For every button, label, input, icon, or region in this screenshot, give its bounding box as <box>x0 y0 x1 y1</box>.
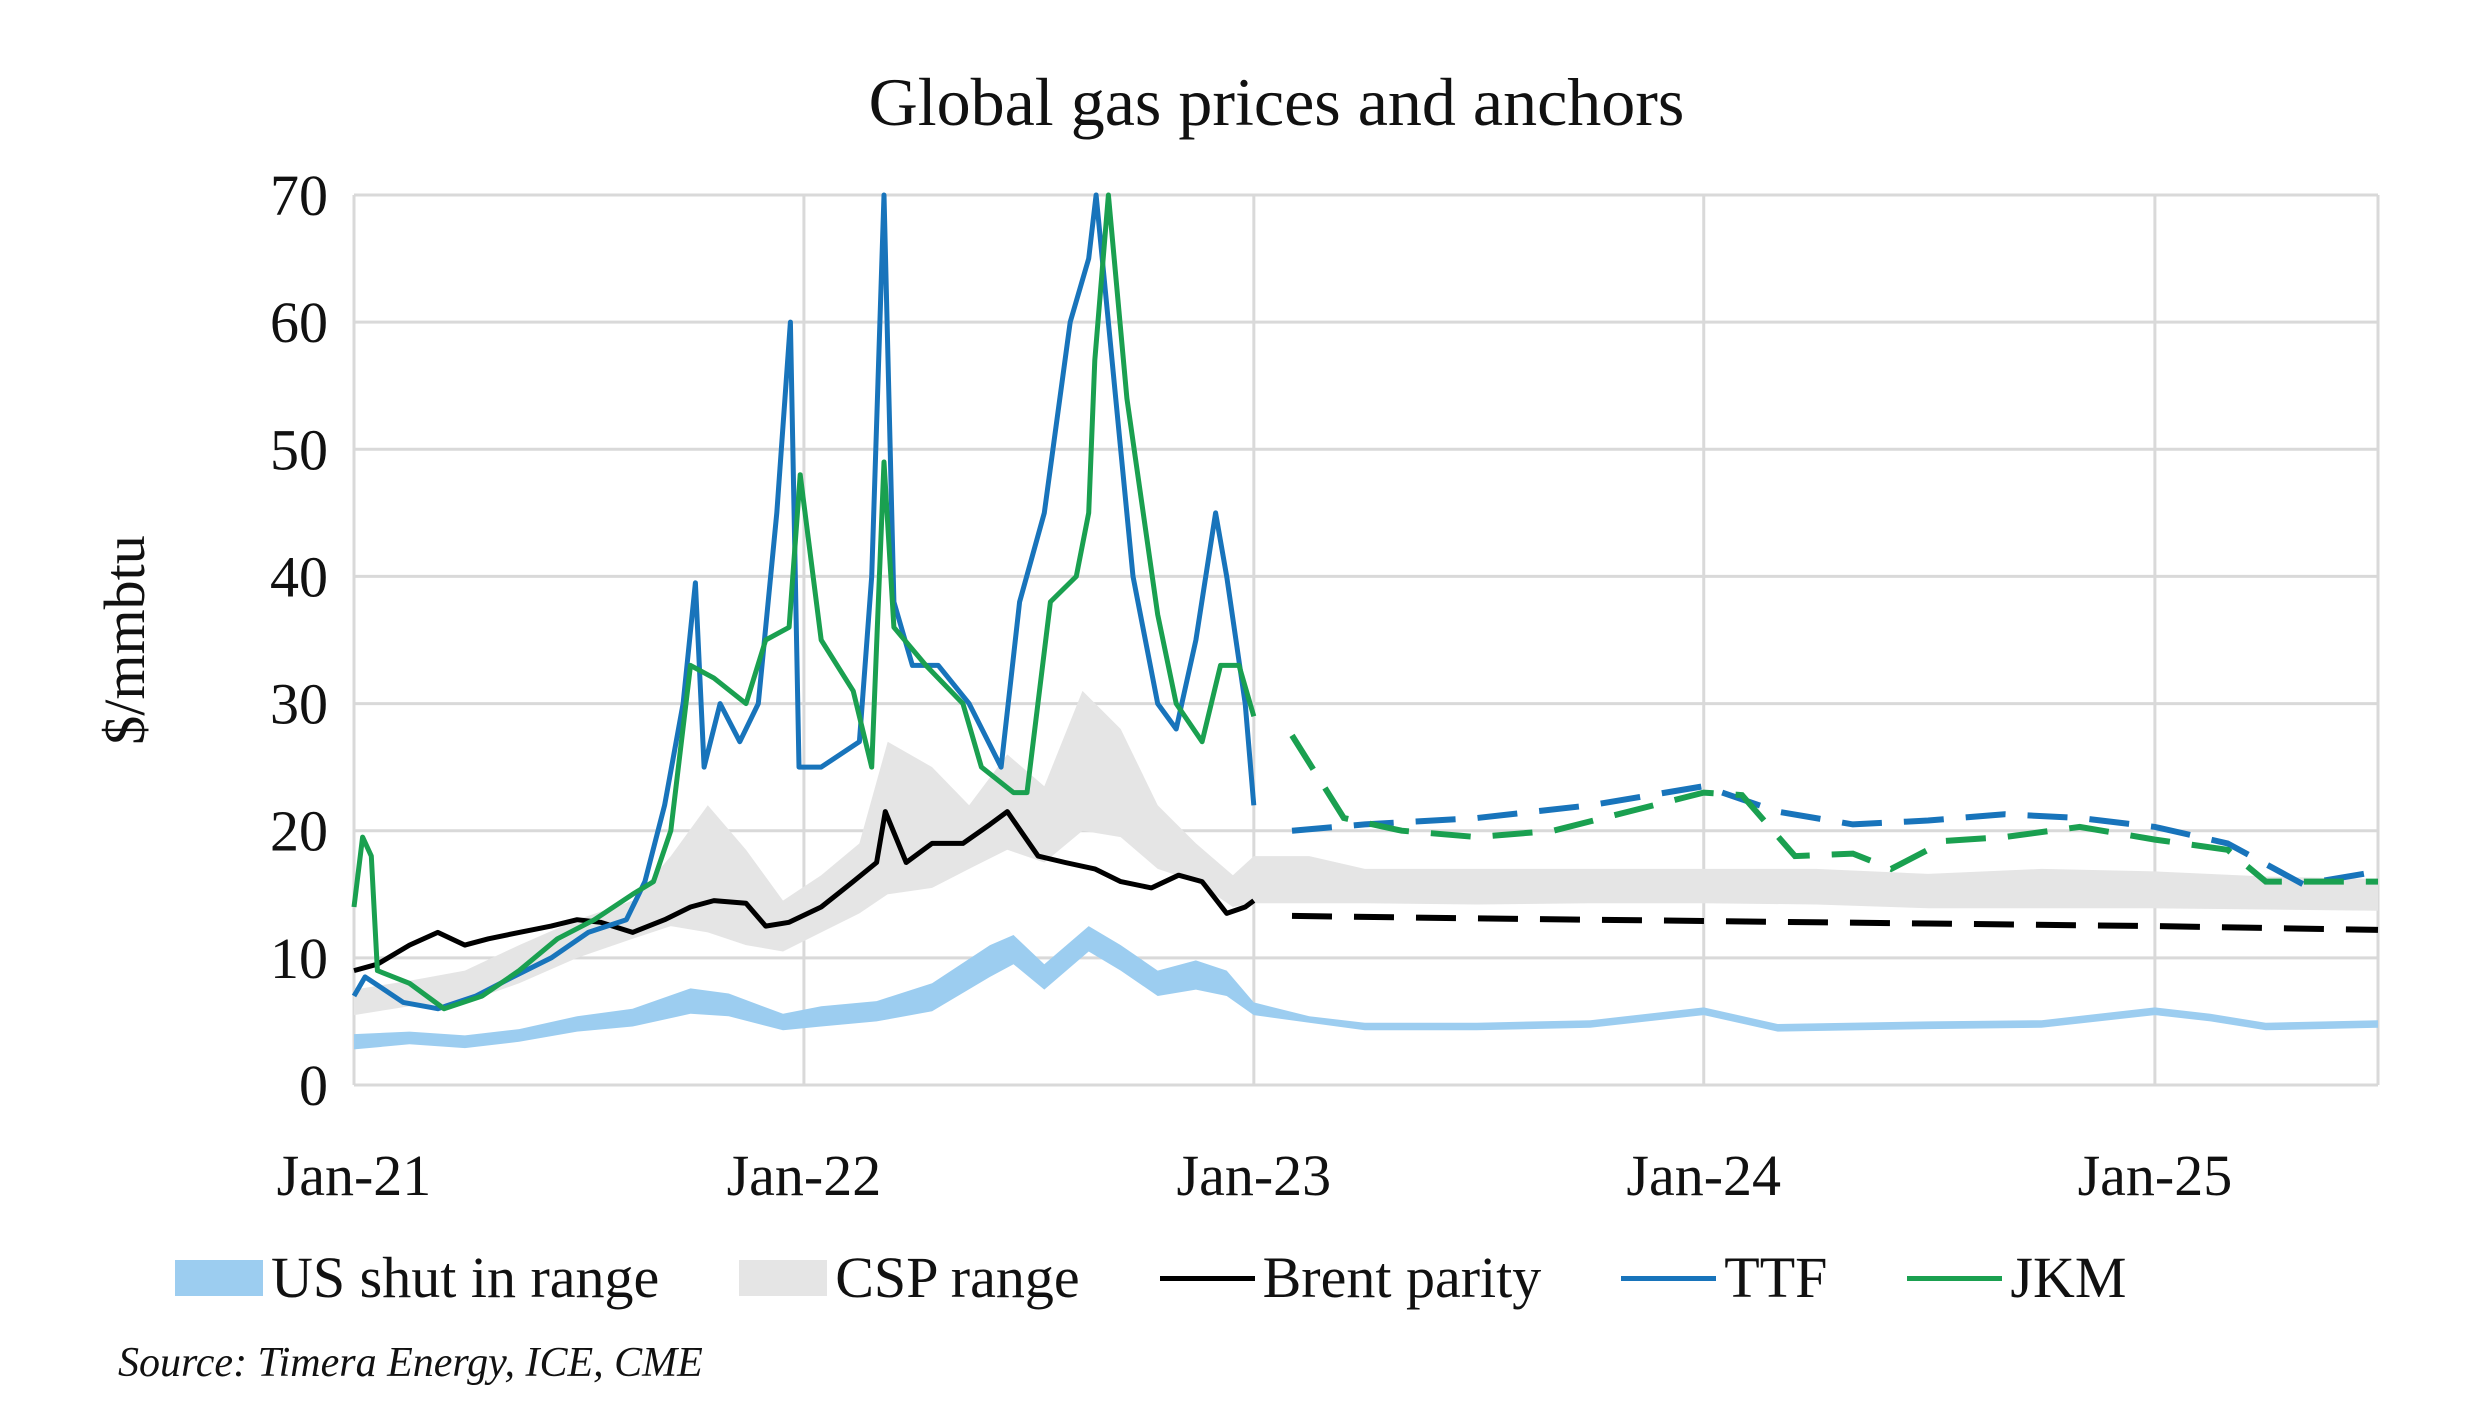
y-tick-label: 50 <box>270 417 328 482</box>
y-tick-label: 10 <box>270 926 328 991</box>
legend-item-us-shut-in: US shut in range <box>175 1245 659 1311</box>
x-tick-label: Jan-21 <box>277 1143 432 1208</box>
y-tick-label: 60 <box>270 290 328 355</box>
x-tick-label: Jan-23 <box>1177 1143 1332 1208</box>
x-tick-label: Jan-24 <box>1626 1143 1781 1208</box>
legend-swatch-brent <box>1159 1275 1255 1281</box>
y-tick-label: 40 <box>270 544 328 609</box>
legend-swatch-ttf <box>1621 1275 1717 1281</box>
legend-swatch-csp <box>739 1260 828 1296</box>
y-tick-label: 0 <box>299 1053 328 1118</box>
source-note: Source: Timera Energy, ICE, CME <box>118 1340 703 1386</box>
y-tick-label: 70 <box>270 163 328 228</box>
range-band-csp-range <box>354 690 2378 1016</box>
series-forward-line-brent-parity <box>1291 912 2379 933</box>
legend-item-jkm: JKM <box>1907 1245 2126 1311</box>
x-tick-label: Jan-25 <box>2078 1143 2233 1208</box>
legend-label-brent: Brent parity <box>1262 1245 1542 1310</box>
legend-label-ttf: TTF <box>1724 1245 1828 1310</box>
y-tick-label: 30 <box>270 672 328 737</box>
series-line-ttf <box>351 192 1257 1012</box>
chart-title: Global gas prices and anchors <box>868 64 1685 140</box>
legend-label-csp: CSP range <box>835 1245 1080 1310</box>
legend-item-csp: CSP range <box>739 1245 1080 1311</box>
series-line-brent-parity <box>353 809 1256 974</box>
legend-item-brent: Brent parity <box>1159 1245 1542 1311</box>
legend-item-ttf: TTF <box>1621 1245 1827 1311</box>
series-forward-line-ttf <box>1291 783 2379 888</box>
legend-swatch-jkm <box>1907 1275 2003 1281</box>
series-line-jkm <box>351 192 1257 1012</box>
legend-label-jkm: JKM <box>2010 1245 2127 1310</box>
legend-label-us-shut-in: US shut in range <box>271 1245 660 1310</box>
range-band-us-shut-in-range <box>354 926 2378 1050</box>
y-tick-label: 20 <box>270 799 328 864</box>
legend: US shut in range CSP range Brent parity … <box>175 1245 2126 1311</box>
x-tick-label: Jan-22 <box>727 1143 882 1208</box>
series-forward-line-jkm <box>1289 733 2378 885</box>
legend-swatch-us-shut-in <box>175 1260 263 1296</box>
